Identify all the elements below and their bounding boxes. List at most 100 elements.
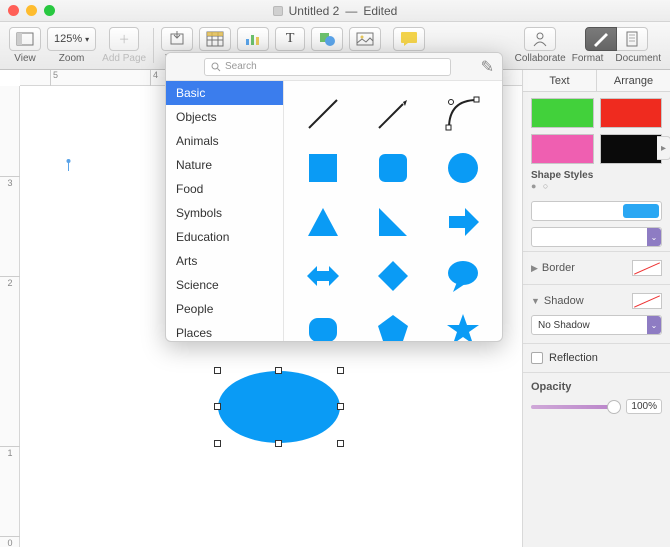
view-button[interactable] bbox=[9, 27, 41, 51]
shape-pentagon[interactable] bbox=[373, 310, 413, 343]
search-input[interactable]: Search bbox=[204, 58, 451, 76]
category-item[interactable]: Animals bbox=[166, 129, 283, 153]
chevron-down-icon: ⌄ bbox=[647, 316, 661, 334]
view-label: View bbox=[14, 53, 36, 64]
opacity-slider[interactable] bbox=[531, 405, 620, 409]
ruler-tick: 1 bbox=[0, 446, 20, 458]
style-page-dots[interactable]: ● ○ bbox=[531, 181, 662, 191]
shadow-label: Shadow bbox=[544, 295, 584, 307]
shape-rounded-square[interactable] bbox=[373, 148, 413, 193]
insert-button[interactable] bbox=[161, 27, 193, 51]
table-button[interactable] bbox=[199, 27, 231, 51]
comment-button[interactable] bbox=[393, 27, 425, 51]
zoom-label: Zoom bbox=[59, 53, 85, 64]
reflection-checkbox[interactable]: Reflection bbox=[531, 352, 662, 364]
shape-arrow-double[interactable] bbox=[303, 256, 343, 301]
zoom-icon[interactable] bbox=[44, 5, 55, 16]
resize-handle-w[interactable] bbox=[214, 403, 221, 410]
collaborate-label: Collaborate bbox=[515, 53, 566, 64]
text-button[interactable]: T bbox=[275, 27, 305, 51]
tab-arrange[interactable]: Arrange bbox=[597, 70, 670, 91]
shape-speech[interactable] bbox=[443, 256, 483, 301]
shape-triangle[interactable] bbox=[303, 202, 343, 247]
fill-well[interactable] bbox=[531, 201, 662, 221]
shape-arrow-right[interactable] bbox=[443, 202, 483, 247]
document-button[interactable] bbox=[617, 27, 648, 51]
add-page-label: Add Page bbox=[102, 53, 146, 64]
media-button[interactable] bbox=[349, 27, 381, 51]
shadow-none-swatch[interactable] bbox=[632, 293, 662, 309]
disclosure-icon[interactable]: ▶ bbox=[531, 263, 538, 273]
shape-right-triangle[interactable] bbox=[373, 202, 413, 247]
search-icon bbox=[211, 62, 221, 72]
style-swatch[interactable] bbox=[531, 98, 594, 128]
resize-handle-s[interactable] bbox=[275, 440, 282, 447]
format-button[interactable] bbox=[585, 27, 617, 51]
resize-handle-ne[interactable] bbox=[337, 367, 344, 374]
shape-arrow-line[interactable] bbox=[373, 94, 413, 139]
format-label: Format bbox=[572, 53, 604, 64]
zoom-value: 125% bbox=[54, 33, 82, 45]
collaborate-button[interactable] bbox=[524, 27, 556, 51]
category-item[interactable]: Symbols bbox=[166, 201, 283, 225]
zoom-button[interactable]: 125%▾ bbox=[47, 27, 96, 51]
ruler-tick: 2 bbox=[0, 276, 20, 288]
shape-popover: Search ✎ BasicObjectsAnimalsNatureFoodSy… bbox=[165, 52, 503, 342]
resize-handle-nw[interactable] bbox=[214, 367, 221, 374]
style-swatch[interactable] bbox=[531, 134, 594, 164]
ruler-vertical: 3 2 1 0 bbox=[0, 86, 20, 547]
shape-line[interactable] bbox=[303, 94, 343, 139]
shadow-select[interactable]: No Shadow⌄ bbox=[531, 315, 662, 335]
slider-knob[interactable] bbox=[607, 400, 621, 414]
style-swatch[interactable] bbox=[600, 98, 663, 128]
chevron-down-icon: ⌄ bbox=[647, 228, 661, 246]
shape-button[interactable] bbox=[311, 27, 343, 51]
chart-button[interactable] bbox=[237, 27, 269, 51]
popover-searchbar: Search ✎ bbox=[166, 53, 502, 81]
category-item[interactable]: Objects bbox=[166, 105, 283, 129]
shape-square[interactable] bbox=[303, 148, 343, 193]
category-item[interactable]: Places bbox=[166, 321, 283, 341]
shape-rounded-rect[interactable] bbox=[303, 310, 343, 343]
category-item[interactable]: Nature bbox=[166, 153, 283, 177]
minimize-icon[interactable] bbox=[26, 5, 37, 16]
shape-star[interactable] bbox=[443, 310, 483, 343]
category-item[interactable]: Food bbox=[166, 177, 283, 201]
ruler-tick: 0 bbox=[0, 536, 20, 548]
close-icon[interactable] bbox=[8, 5, 19, 16]
add-page-button[interactable]: ＋ bbox=[109, 27, 139, 51]
shape-circle[interactable] bbox=[443, 148, 483, 193]
ruler-tick: 3 bbox=[0, 176, 20, 188]
category-item[interactable]: Education bbox=[166, 225, 283, 249]
style-swatch[interactable] bbox=[600, 134, 663, 164]
shape-diamond[interactable] bbox=[373, 256, 413, 301]
fill-color-chip[interactable] bbox=[623, 204, 659, 218]
styles-more-icon[interactable]: ▸ bbox=[657, 136, 670, 160]
fill-type-select[interactable]: ⌄ bbox=[531, 227, 662, 247]
category-list: BasicObjectsAnimalsNatureFoodSymbolsEduc… bbox=[166, 81, 284, 341]
resize-handle-n[interactable] bbox=[275, 367, 282, 374]
category-item[interactable]: Arts bbox=[166, 249, 283, 273]
border-none-swatch[interactable] bbox=[632, 260, 662, 276]
shape-grid bbox=[284, 81, 502, 341]
category-item[interactable]: People bbox=[166, 297, 283, 321]
ruler-tick: 4 bbox=[150, 70, 158, 86]
resize-handle-sw[interactable] bbox=[214, 440, 221, 447]
disclosure-icon[interactable]: ▼ bbox=[531, 296, 540, 306]
resize-handle-se[interactable] bbox=[337, 440, 344, 447]
draw-shape-icon[interactable]: ✎ bbox=[481, 57, 494, 77]
inspector-tabs: Text Arrange bbox=[523, 70, 670, 92]
insertion-marker bbox=[66, 158, 71, 170]
window-traffic-lights bbox=[8, 5, 55, 16]
shape-curve[interactable] bbox=[443, 94, 483, 139]
category-item[interactable]: Science bbox=[166, 273, 283, 297]
title-sep: — bbox=[345, 4, 357, 18]
resize-handle-e[interactable] bbox=[337, 403, 344, 410]
selected-ellipse[interactable] bbox=[218, 371, 340, 443]
category-item[interactable]: Basic bbox=[166, 81, 283, 105]
opacity-value[interactable]: 100% bbox=[626, 399, 662, 414]
shape-styles-grid bbox=[531, 98, 662, 164]
title-subtitle: Edited bbox=[363, 4, 397, 18]
ellipse-shape[interactable] bbox=[218, 371, 340, 443]
tab-text[interactable]: Text bbox=[523, 70, 597, 91]
